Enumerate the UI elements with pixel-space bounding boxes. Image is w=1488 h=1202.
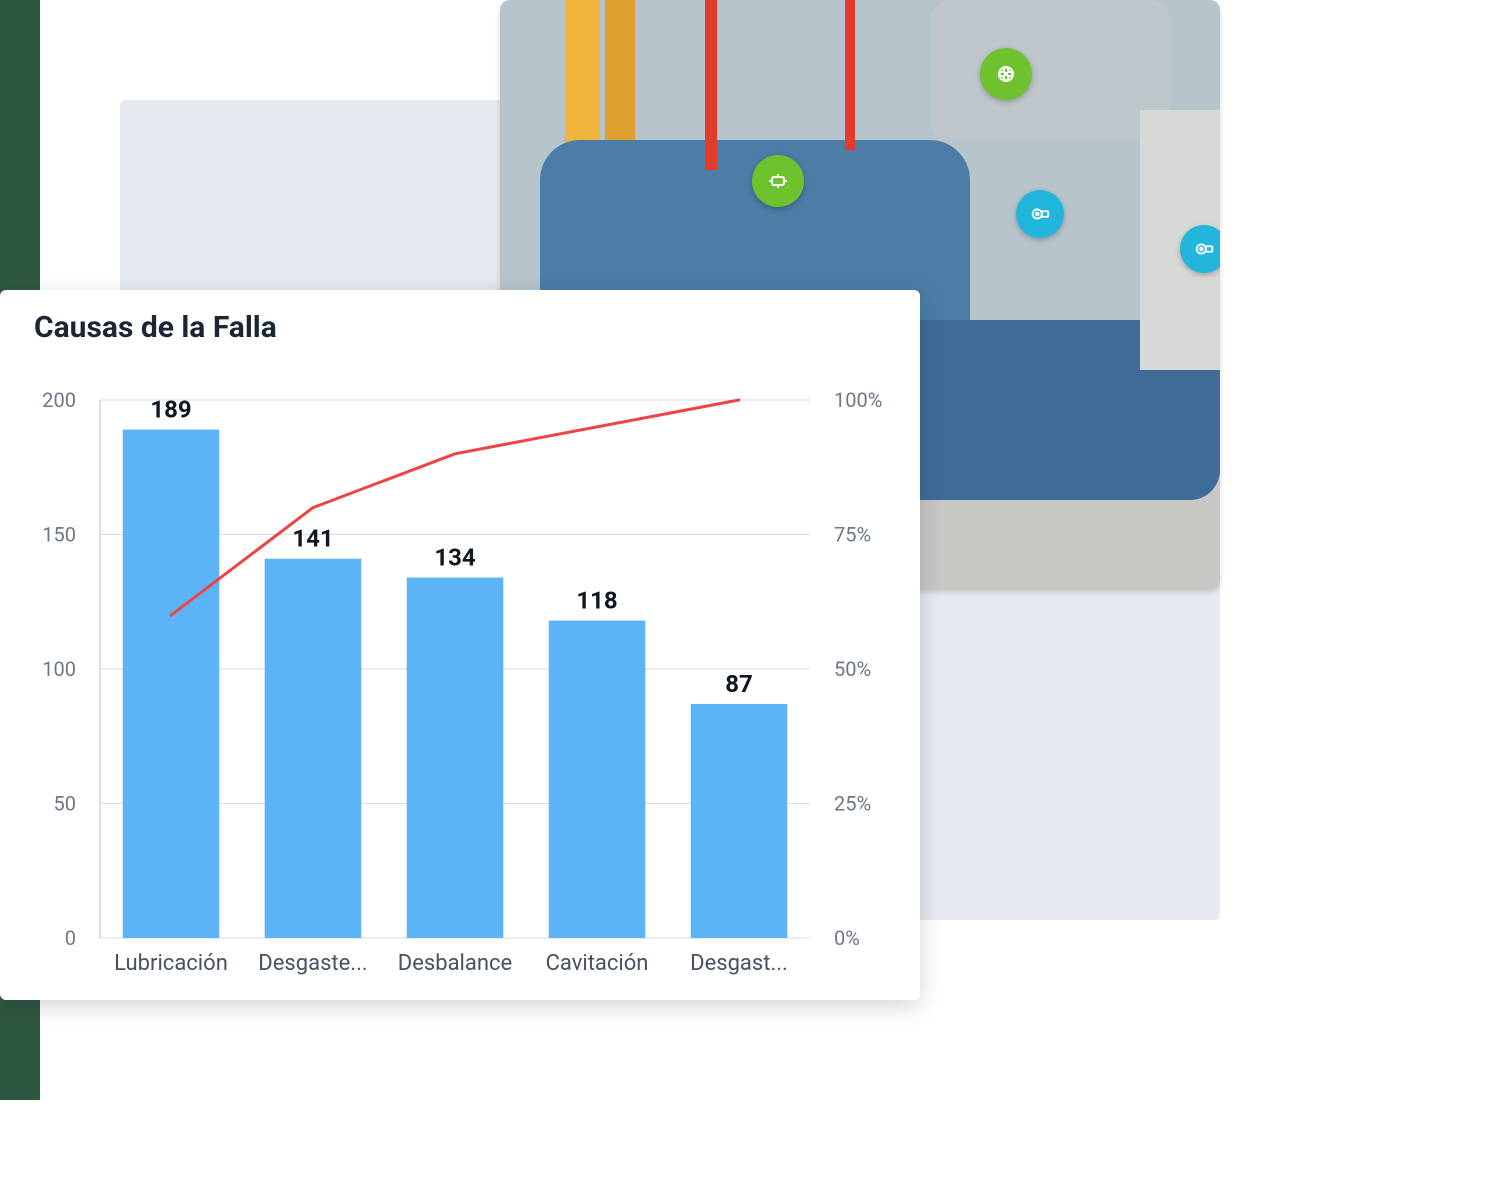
hotspot-pump-2[interactable] <box>1180 225 1220 273</box>
category-label: Desgast... <box>690 951 788 976</box>
chart-title: Causas de la Falla <box>34 310 277 345</box>
bar-value-label: 134 <box>434 544 476 572</box>
y-left-tick: 200 <box>42 388 76 412</box>
category-label: Desbalance <box>398 951 512 976</box>
y-right-tick: 100% <box>834 388 882 412</box>
y-right-tick: 25% <box>834 792 871 816</box>
hotspot-pump-1[interactable] <box>1016 190 1064 238</box>
y-right-tick: 0% <box>834 926 860 950</box>
bar-value-label: 141 <box>292 525 333 553</box>
turbo-icon <box>994 62 1018 86</box>
hotspot-motor[interactable] <box>752 155 804 207</box>
motor-icon <box>766 169 790 193</box>
bar <box>691 704 788 938</box>
bar <box>123 430 220 938</box>
y-left-tick: 50 <box>54 792 76 816</box>
y-right-tick: 75% <box>834 523 871 547</box>
pump-icon <box>1193 238 1215 260</box>
bar <box>265 559 362 938</box>
photo-shape <box>705 0 717 170</box>
hotspot-turbo[interactable] <box>980 48 1032 100</box>
category-label: Lubricación <box>114 951 228 976</box>
bar-value-label: 87 <box>725 670 753 698</box>
pump-icon <box>1029 203 1051 225</box>
category-label: Cavitación <box>546 951 649 976</box>
chart-card: Causas de la Falla 0 50 100 150 200 0% 25% 50% 7… <box>0 290 920 1000</box>
bar <box>549 621 646 938</box>
pareto-chart: 0 50 100 150 200 0% 25% 50% 75% 100% 189 Lubricació… <box>0 370 920 1000</box>
bar-value-label: 189 <box>150 396 191 424</box>
y-right-tick: 50% <box>834 657 871 681</box>
y-left-tick: 0 <box>65 926 76 950</box>
photo-shape <box>845 0 855 150</box>
bar-value-label: 118 <box>576 587 617 615</box>
photo-shape <box>930 0 1170 140</box>
stage: { "layout": { "stage": { "w": 1488, "h":… <box>0 0 1488 1202</box>
category-label: Desgaste... <box>258 951 367 976</box>
y-left-tick: 100 <box>42 657 76 681</box>
y-left-tick: 150 <box>42 523 76 547</box>
bar <box>407 578 504 938</box>
